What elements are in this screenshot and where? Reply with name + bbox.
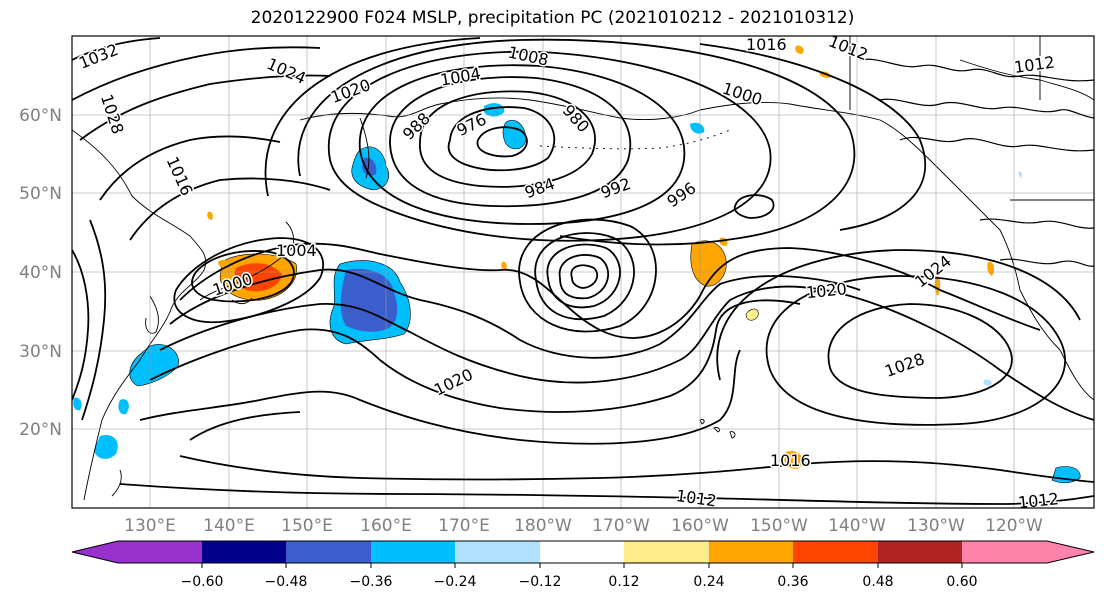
colorbar-box <box>202 541 286 563</box>
isobar-label: 1016 <box>770 451 811 470</box>
colorbar-label: −0.60 <box>181 574 224 590</box>
colorbar-box <box>709 541 793 563</box>
colorbar-labels: −0.60 −0.48 −0.36 −0.24 −0.12 0.12 0.24 … <box>181 574 978 590</box>
colorbar-box <box>455 541 540 563</box>
lon-label: 160°W <box>671 516 729 536</box>
colorbar-label: 0.36 <box>777 574 808 590</box>
lon-label: 170°E <box>438 516 490 536</box>
lon-label: 170°W <box>592 516 650 536</box>
colorbar-box <box>793 541 878 563</box>
isobar-label: 1004 <box>276 241 317 260</box>
map-panel: 1032 1024 1020 1004 1008 1016 1012 1012 … <box>72 35 1094 512</box>
colorbar-extend-high <box>1047 541 1094 563</box>
colorbar-label: −0.24 <box>434 574 477 590</box>
colorbar <box>71 540 1095 568</box>
lon-label: 140°E <box>203 516 255 536</box>
lon-label: 130°E <box>124 516 176 536</box>
colorbar-box <box>962 541 1047 563</box>
lon-label: 180°W <box>514 516 572 536</box>
colorbar-label: 0.60 <box>946 574 977 590</box>
lat-label: 30°N <box>19 342 62 362</box>
lon-label: 120°W <box>985 516 1043 536</box>
colorbar-label: −0.36 <box>350 574 393 590</box>
isobar-label: 1012 <box>675 486 718 510</box>
isobars <box>72 37 1094 505</box>
colorbar-extend-low <box>72 541 118 563</box>
isobar-label: 1012 <box>1017 489 1059 512</box>
colorbar-outline <box>71 540 1095 564</box>
precipitation-shading <box>73 45 1081 484</box>
colorbar-box <box>286 541 371 563</box>
colorbar-box <box>540 541 624 563</box>
colorbar-label: 0.24 <box>693 574 724 590</box>
colorbar-label: 0.48 <box>862 574 893 590</box>
lat-label: 20°N <box>19 420 62 440</box>
colorbar-box <box>118 541 202 563</box>
lon-label: 150°E <box>281 516 333 536</box>
lon-label: 130°W <box>907 516 965 536</box>
lat-label: 40°N <box>19 263 62 283</box>
lon-label: 160°E <box>360 516 412 536</box>
lon-label: 140°W <box>828 516 886 536</box>
colorbar-box <box>371 541 455 563</box>
coastlines <box>72 36 1094 501</box>
longitude-labels: 130°E 140°E 150°E 160°E 170°E 180°W 170°… <box>124 516 1043 536</box>
lat-label: 60°N <box>19 106 62 126</box>
chart-title: 2020122900 F024 MSLP, precipitation PC (… <box>250 8 855 28</box>
graticule <box>72 36 1094 508</box>
lon-label: 150°W <box>750 516 808 536</box>
colorbar-label: 0.12 <box>608 574 639 590</box>
colorbar-box <box>624 541 709 563</box>
colorbar-label: −0.12 <box>519 574 562 590</box>
latitude-labels: 60°N 50°N 40°N 30°N 20°N <box>19 106 62 440</box>
lat-label: 50°N <box>19 184 62 204</box>
isobar-label: 1016 <box>746 35 787 54</box>
map-frame <box>71 35 1095 509</box>
colorbar-label: −0.48 <box>265 574 308 590</box>
colorbar-box <box>878 541 962 563</box>
